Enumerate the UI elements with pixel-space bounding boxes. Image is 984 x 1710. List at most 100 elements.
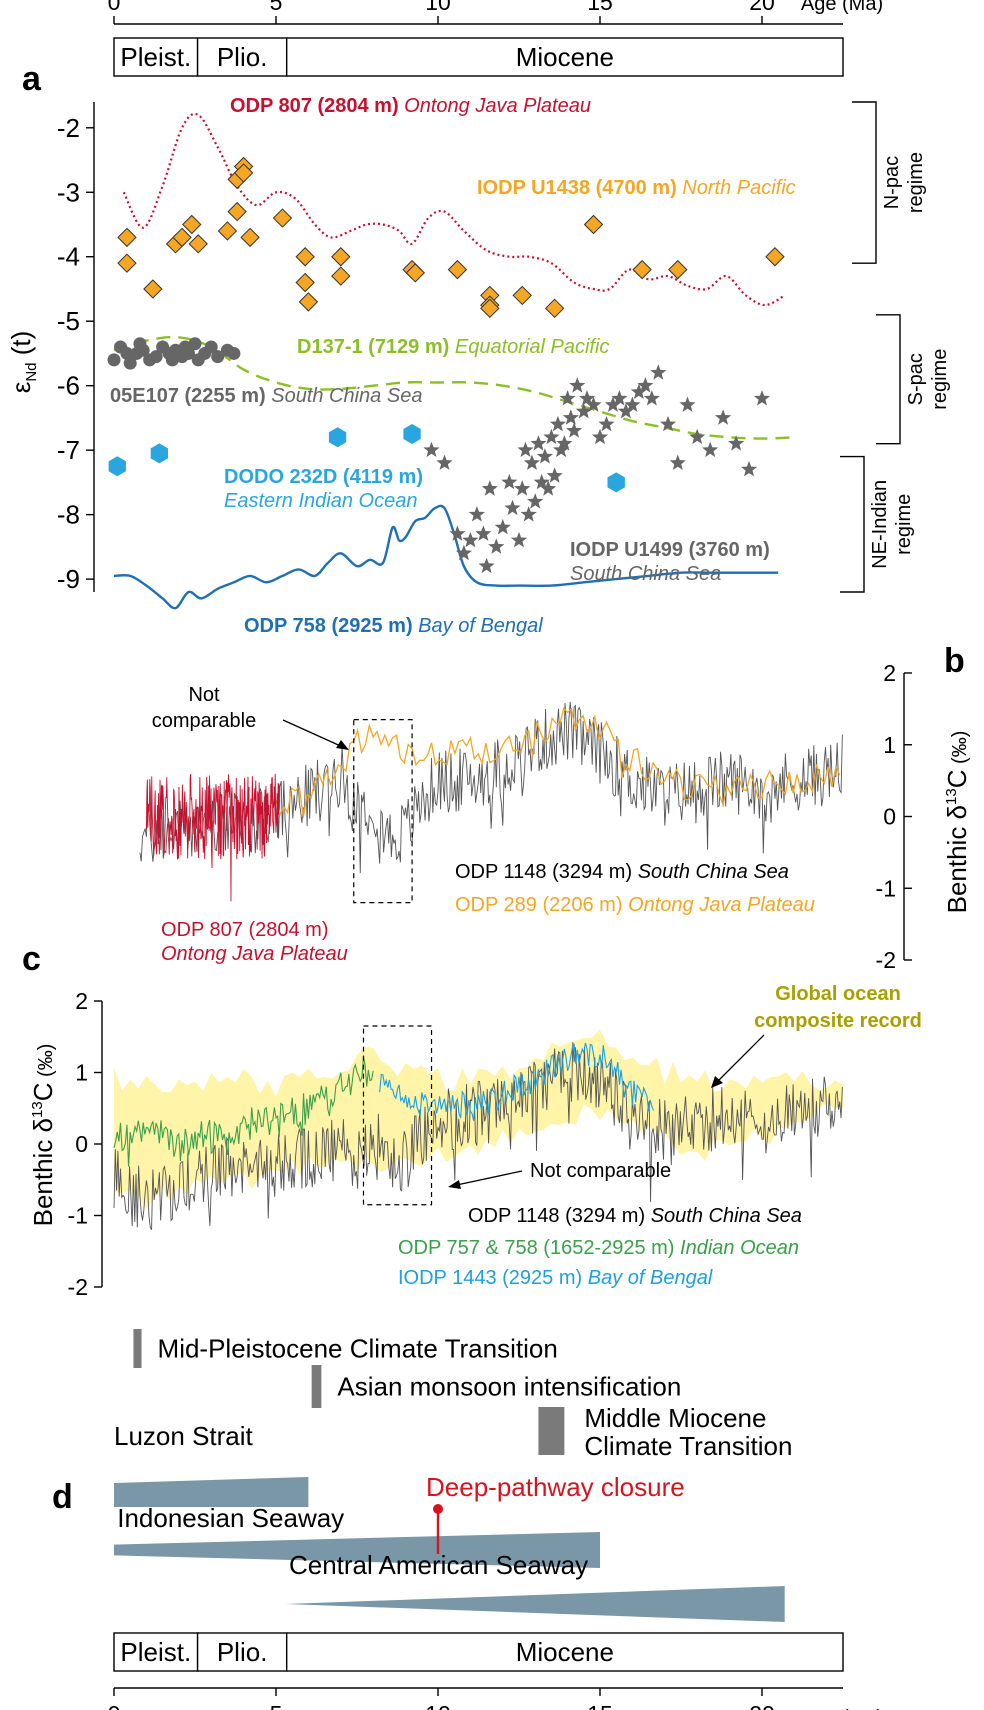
u1499-star bbox=[753, 390, 771, 406]
u1499-star bbox=[449, 525, 466, 541]
panel-label-d: d bbox=[52, 1478, 73, 1516]
u1499-star bbox=[604, 396, 621, 412]
u1438-diamond bbox=[668, 259, 688, 280]
05e107-point bbox=[227, 346, 241, 360]
series-region: Eastern Indian Ocean bbox=[224, 490, 417, 512]
series-site: ODP 807 (2804 m) bbox=[161, 919, 329, 941]
series-site: 05E107 (2255 m) bbox=[110, 385, 266, 407]
u1499-star bbox=[488, 538, 505, 554]
u1499-star bbox=[637, 377, 654, 393]
u1499-star bbox=[598, 415, 615, 432]
u1438-diamond bbox=[172, 227, 192, 248]
dodo232d-hexagon bbox=[607, 472, 625, 493]
05e107-point bbox=[211, 350, 225, 364]
u1438-diamond bbox=[233, 163, 254, 183]
regime-line1: NE-Indian bbox=[869, 480, 891, 569]
u1438-diamond bbox=[583, 214, 604, 235]
age-tick-label: 0 bbox=[108, 1701, 121, 1710]
ylabel-part: Benthic δ bbox=[28, 1118, 58, 1226]
u1438-diamond bbox=[632, 259, 652, 280]
not-comparable-label-b-line1: Not bbox=[188, 684, 220, 706]
event-bar bbox=[311, 1365, 322, 1408]
odp289b-line bbox=[275, 706, 841, 818]
not-comparable-label-c: Not comparable bbox=[530, 1160, 671, 1182]
u1499-star bbox=[617, 403, 634, 419]
series-region: South China Sea bbox=[651, 1205, 802, 1227]
epoch-label: Miocene bbox=[516, 1637, 614, 1667]
series-site: ODP 289 (2206 m) bbox=[455, 894, 628, 916]
age-tick-label: 10 bbox=[425, 1701, 451, 1710]
ylabel-tail: (t) bbox=[6, 331, 36, 363]
series-site: D137-1 (7129 m) bbox=[297, 336, 449, 358]
regime-bracket bbox=[876, 314, 901, 445]
u1499-star bbox=[530, 435, 547, 451]
u1499-star bbox=[679, 396, 696, 412]
regime-line1: S-pac bbox=[905, 353, 927, 405]
event-label: Asian monsoon intensification bbox=[337, 1372, 681, 1402]
series-site: ODP 1148 (3294 m) bbox=[455, 861, 638, 883]
series-region: Bay of Bengal bbox=[413, 615, 544, 637]
ylabel-sub: Nd bbox=[23, 362, 40, 381]
series-region: Ontong Java Plateau bbox=[399, 95, 591, 117]
y-tick-label-b: 2 bbox=[883, 660, 896, 686]
u1499-star bbox=[462, 531, 479, 548]
series-region: North Pacific bbox=[677, 177, 796, 199]
u1438-diamond bbox=[765, 247, 785, 267]
odp289b-label: ODP 289 (2206 m) Ontong Java Plateau bbox=[455, 894, 815, 916]
regime-line2: regime bbox=[905, 152, 927, 213]
y-axis-label-b: Benthic δ13C (‰) bbox=[942, 731, 972, 914]
timescale-top: 0 5 10 15 20 Age (Ma) Pleist. Plio. Miocene bbox=[108, 0, 883, 77]
u1499-star bbox=[630, 383, 647, 399]
u1438-diamond bbox=[331, 266, 351, 286]
odp1148c-line bbox=[113, 1042, 843, 1231]
annotation-arrow-b bbox=[282, 719, 346, 749]
panel-label-c: c bbox=[22, 940, 41, 978]
u1438-diamond bbox=[295, 247, 315, 267]
odp758-label: ODP 758 (2925 m) Bay of Bengal bbox=[244, 615, 543, 637]
odp757c-line bbox=[113, 1056, 374, 1167]
series-site: IODP U1438 (4700 m) bbox=[477, 177, 677, 199]
u1499-star bbox=[566, 422, 583, 438]
seaway-label: Luzon Strait bbox=[114, 1421, 254, 1451]
odp1148c-label: ODP 1148 (3294 m) South China Sea bbox=[468, 1205, 802, 1227]
epoch-label: Plio. bbox=[217, 42, 268, 72]
u1499-star bbox=[436, 454, 453, 470]
series-site: ODP 807 (2804 m) bbox=[230, 95, 399, 117]
seaway-wedge bbox=[285, 1586, 785, 1622]
y-tick-label-b: 0 bbox=[883, 804, 896, 830]
not-comparable-label-b-line2: comparable bbox=[152, 710, 257, 732]
u1499-star bbox=[501, 473, 518, 490]
y-tick-label-b: 1 bbox=[883, 732, 896, 758]
u1499-star bbox=[468, 506, 485, 522]
panel-label-a: a bbox=[22, 60, 42, 98]
epoch-box bbox=[196, 1632, 288, 1672]
u1499-star bbox=[510, 531, 528, 548]
age-tick-label: 15 bbox=[587, 0, 613, 15]
regime-line2: regime bbox=[893, 494, 915, 555]
panel-d: d Mid-Pleistocene Climate Transition Asian… bbox=[52, 1329, 792, 1622]
arrowhead-b bbox=[336, 740, 349, 750]
odp807-curve bbox=[122, 112, 786, 307]
u1499-star bbox=[728, 435, 745, 451]
y-tick-label-c: 2 bbox=[75, 988, 88, 1014]
series-region: Ontong Java Plateau bbox=[161, 943, 348, 965]
epoch-box bbox=[113, 37, 199, 77]
ylabel-main: ε bbox=[6, 381, 36, 393]
arrowhead-c bbox=[448, 1180, 461, 1189]
u1499-star bbox=[549, 415, 566, 432]
u1438-diamond bbox=[227, 201, 247, 222]
age-tick-label: 0 bbox=[108, 0, 121, 15]
u1499-star bbox=[504, 499, 521, 516]
u1499-star bbox=[669, 454, 686, 470]
odp758-curve bbox=[113, 504, 779, 610]
u1438-diamond bbox=[143, 279, 163, 299]
05e107-point bbox=[149, 350, 163, 364]
u1438-diamond bbox=[188, 234, 208, 254]
odp807b-label: ODP 807 (2804 m) Ontong Java Plateau bbox=[161, 919, 348, 965]
regime-line2: regime bbox=[929, 349, 951, 410]
closure-marker-label: Deep-pathway closure bbox=[426, 1472, 685, 1502]
05e107-point bbox=[107, 353, 121, 367]
u1499-star bbox=[579, 390, 596, 406]
series-region: South China Sea bbox=[570, 563, 721, 585]
